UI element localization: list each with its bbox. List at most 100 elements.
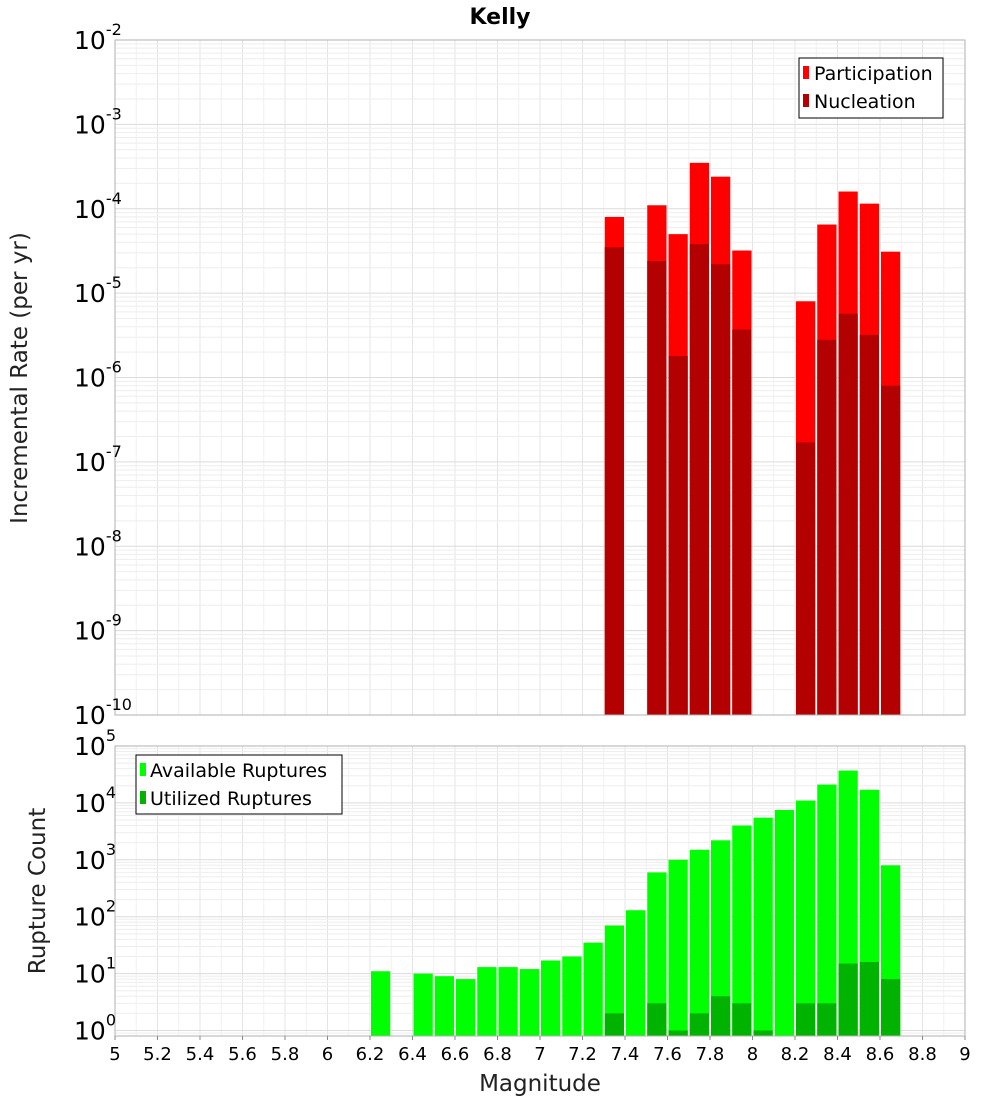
rupture-bar-available-ruptures [796, 800, 816, 1036]
rupture-bar-available-ruptures [413, 973, 433, 1036]
rupture-y-tick-label: 101 [74, 954, 116, 989]
rate-y-tick-label: 10-5 [74, 273, 122, 308]
x-tick-label: 6.6 [441, 1044, 470, 1065]
rupture-bar-available-ruptures [434, 976, 454, 1036]
rupture-bar-available-ruptures [753, 817, 773, 1036]
rate-bars [604, 162, 901, 716]
rate-y-tick-label: 10-3 [74, 104, 122, 139]
legend-label-nucleation: Nucleation [814, 91, 916, 113]
rate-plot-border [114, 39, 966, 716]
rupture-bar-available-ruptures [626, 910, 646, 1036]
x-tick-label: 6.4 [398, 1044, 427, 1065]
rupture-y-axis-label: Rupture Count [25, 808, 51, 974]
rupture-bar-utilized-ruptures [796, 1003, 816, 1036]
rupture-bar-available-ruptures [562, 956, 582, 1036]
chart-title: Kelly [469, 5, 530, 30]
rate-bar-nucleation [817, 339, 837, 715]
rate-legend-box [798, 57, 944, 119]
x-tick-label: 7.2 [568, 1044, 597, 1065]
rupture-bar-utilized-ruptures [647, 1003, 667, 1036]
legend-swatch-nucleation [803, 94, 809, 107]
x-tick-label: 5.6 [228, 1044, 257, 1065]
rupture-bar-utilized-ruptures [817, 1003, 837, 1036]
rupture-bars [371, 770, 901, 1036]
x-tick-label: 7 [534, 1044, 545, 1065]
rate-y-tick-label: 10-7 [74, 442, 122, 477]
rupture-bar-utilized-ruptures [859, 961, 879, 1036]
rate-y-axis-label: Incremental Rate (per yr) [7, 232, 33, 524]
rupture-bar-available-ruptures [732, 825, 752, 1036]
x-tick-label: 8 [747, 1044, 758, 1065]
legend-label-participation: Participation [814, 63, 933, 85]
rupture-y-tick-label: 104 [74, 783, 116, 818]
x-tick-label: 6 [322, 1044, 333, 1065]
rupture-legend-box [135, 754, 343, 815]
rate-legend: Participation Nucleation [798, 57, 944, 119]
rupture-bar-available-ruptures [604, 925, 624, 1036]
rupture-bar-utilized-ruptures [838, 963, 858, 1036]
rate-gridlines [114, 39, 966, 716]
x-tick-label: 5.4 [186, 1044, 215, 1065]
legend-swatch-participation [803, 66, 809, 79]
rate-y-tick-label: 10-2 [74, 20, 122, 55]
x-tick-label: 9 [959, 1044, 970, 1065]
rupture-bar-available-ruptures [371, 971, 391, 1036]
rupture-legend: Available Ruptures Utilized Ruptures [135, 754, 343, 815]
x-tick-label: 5.2 [143, 1044, 172, 1065]
legend-swatch-utilized [140, 791, 146, 804]
rupture-y-ticks: 105 104 103 102 101 100 [74, 726, 116, 1045]
rupture-bar-utilized-ruptures [711, 996, 731, 1036]
rupture-bar-available-ruptures [774, 810, 794, 1036]
rate-y-tick-label: 10-10 [74, 695, 132, 730]
x-tick-label: 8.2 [781, 1044, 810, 1065]
legend-swatch-available [140, 763, 146, 776]
rupture-y-tick-label: 100 [74, 1010, 116, 1045]
rate-bar-nucleation [838, 313, 858, 715]
rupture-bar-available-ruptures [498, 967, 518, 1036]
rate-bar-nucleation [689, 244, 709, 716]
rupture-y-tick-label: 105 [74, 726, 116, 761]
rupture-y-tick-label: 102 [74, 897, 116, 932]
rate-bar-nucleation [859, 334, 879, 715]
rupture-bar-available-ruptures [519, 969, 539, 1036]
rate-y-tick-label: 10-8 [74, 526, 122, 561]
x-tick-label: 7.4 [611, 1044, 640, 1065]
rupture-bar-utilized-ruptures [668, 1030, 688, 1036]
rupture-bar-utilized-ruptures [753, 1030, 773, 1036]
rate-bar-nucleation [604, 247, 624, 716]
rupture-bar-available-ruptures [456, 979, 476, 1036]
rupture-bar-utilized-ruptures [604, 1013, 624, 1036]
x-tick-label: 8.6 [866, 1044, 895, 1065]
x-tick-label: 5.8 [271, 1044, 300, 1065]
rate-bar-nucleation [796, 442, 816, 715]
x-axis-label: Magnitude [479, 1071, 601, 1097]
x-tick-label: 6.8 [483, 1044, 512, 1065]
rupture-bar-available-ruptures [817, 784, 837, 1036]
x-tick-label: 7.6 [653, 1044, 682, 1065]
rupture-count-panel: 105 104 103 102 101 100 5 5.2 5.4 5.6 5.8 6 6.2 6.4 6… [25, 726, 971, 1097]
x-tick-label: 5 [109, 1044, 120, 1065]
rupture-bar-utilized-ruptures [689, 1013, 709, 1036]
rupture-bar-utilized-ruptures [881, 979, 901, 1036]
legend-label-available: Available Ruptures [150, 760, 327, 782]
rupture-y-tick-label: 103 [74, 840, 116, 875]
x-tick-label: 8.4 [823, 1044, 852, 1065]
legend-label-utilized: Utilized Ruptures [150, 788, 312, 810]
rupture-bar-available-ruptures [583, 942, 603, 1036]
rate-bar-nucleation [711, 264, 731, 715]
rate-bar-nucleation [647, 261, 667, 715]
rupture-bar-available-ruptures [668, 859, 688, 1036]
rate-panel: Kelly 10-210-310-410-510-610-710-810-910… [7, 5, 966, 730]
rupture-bar-available-ruptures [711, 840, 731, 1036]
rate-bar-nucleation [668, 355, 688, 715]
rupture-bar-available-ruptures [647, 872, 667, 1036]
x-tick-label: 6.2 [356, 1044, 385, 1065]
rupture-bar-available-ruptures [541, 960, 561, 1036]
rate-y-tick-label: 10-4 [74, 189, 122, 224]
x-tick-label: 8.8 [908, 1044, 937, 1065]
x-tick-label: 7.8 [696, 1044, 725, 1065]
x-ticks: 5 5.2 5.4 5.6 5.8 6 6.2 6.4 6.6 6.8 7 7.2 7.4 7.6 7.8 8… [109, 1036, 971, 1065]
rupture-bar-available-ruptures [689, 849, 709, 1036]
rate-y-tick-label: 10-6 [74, 358, 122, 393]
